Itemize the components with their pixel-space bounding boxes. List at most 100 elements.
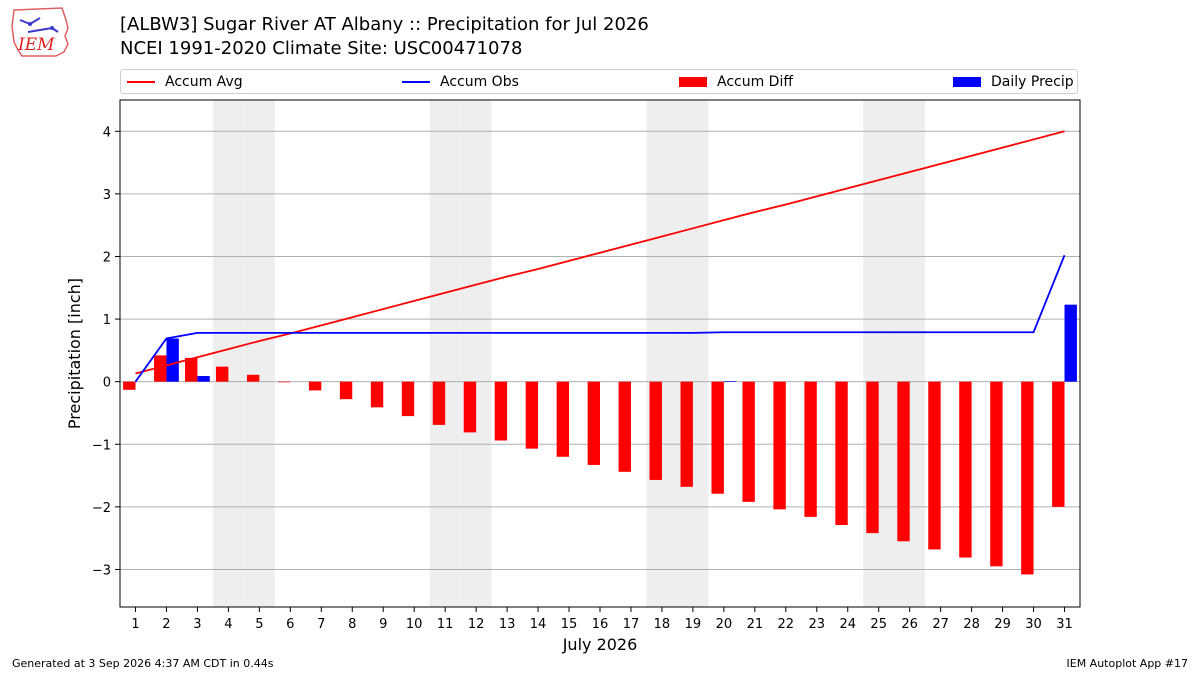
weekend-band <box>212 100 244 607</box>
x-tick-label: 11 <box>437 617 454 632</box>
x-tick-label: 15 <box>561 617 578 632</box>
accum-diff-bar <box>185 357 198 382</box>
legend-item-accum-diff: Accum Diff <box>679 73 793 91</box>
accum-diff-bar <box>587 381 600 465</box>
accum-diff-bar <box>990 381 1003 567</box>
iem-logo: IEM <box>11 7 69 57</box>
x-tick-label: 25 <box>870 617 887 632</box>
weekend-band <box>429 100 461 607</box>
legend-item-accum-avg: Accum Avg <box>127 73 243 91</box>
weekend-band <box>460 100 492 607</box>
chart-title: [ALBW3] Sugar River AT Albany :: Precipi… <box>120 13 649 61</box>
x-tick-label: 20 <box>716 617 733 632</box>
accum-diff-bar <box>1052 381 1065 507</box>
y-tick-label: −1 <box>92 438 111 453</box>
x-tick-label: 24 <box>839 617 856 632</box>
legend-label: Accum Obs <box>440 74 519 90</box>
legend-patch-red <box>679 77 707 87</box>
x-tick-label: 1 <box>131 617 139 632</box>
daily-precip-bar <box>723 381 737 382</box>
accum-diff-bar <box>835 381 848 526</box>
y-tick-label: 1 <box>103 313 111 328</box>
accum-diff-bar <box>339 381 353 400</box>
legend-line-blue <box>402 81 430 83</box>
footer-app: IEM Autoplot App #17 <box>1066 657 1189 670</box>
x-tick-label: 28 <box>963 617 980 632</box>
accum-diff-bar <box>525 381 539 449</box>
accum-diff-bar <box>928 381 941 550</box>
accum-diff-bar <box>432 381 446 425</box>
y-tick-label: 3 <box>103 188 111 203</box>
accum-diff-bar <box>463 381 477 433</box>
x-tick-label: 22 <box>778 617 795 632</box>
x-tick-label: 31 <box>1056 617 1073 632</box>
legend-label: Accum Diff <box>717 74 794 90</box>
legend-item-accum-obs: Accum Obs <box>402 73 519 91</box>
accum-obs-line <box>134 254 1066 383</box>
logo-text: IEM <box>17 35 55 55</box>
y-tick-label: 4 <box>103 125 111 140</box>
daily-precip-bar <box>166 338 179 382</box>
legend-item-daily-precip: Daily Precip <box>953 73 1074 91</box>
accum-diff-bar <box>123 381 136 390</box>
weekend-shading <box>212 100 926 607</box>
accum-diff-bar <box>154 355 167 382</box>
accum-diff-bar <box>773 381 786 510</box>
accum-diff-bar <box>959 381 972 558</box>
accum-diff-bar <box>277 381 291 383</box>
accum-diff-bar <box>866 381 879 534</box>
x-tick-label: 29 <box>994 617 1011 632</box>
accum-diff-bar <box>401 381 415 417</box>
accum-diff-bar <box>246 374 260 382</box>
legend-label: Daily Precip <box>991 74 1074 90</box>
y-tick-label: 2 <box>103 250 111 265</box>
x-tick-label: 5 <box>255 617 263 632</box>
x-tick-label: 6 <box>286 617 294 632</box>
x-tick-label: 17 <box>623 617 640 632</box>
weekend-band <box>646 100 678 607</box>
x-tick-label: 7 <box>317 617 325 632</box>
accum-diff-bar <box>649 381 662 480</box>
x-tick-label: 10 <box>406 617 423 632</box>
x-tick-label: 26 <box>901 617 918 632</box>
y-axis-label: Precipitation [inch] <box>65 278 84 429</box>
lines <box>134 130 1066 383</box>
x-tick-label: 2 <box>162 617 170 632</box>
y-tick-label: −3 <box>92 563 111 578</box>
x-tick-label: 30 <box>1025 617 1042 632</box>
legend: Accum Avg Accum Obs Accum Diff Daily Pre… <box>120 69 1078 94</box>
x-tick-label: 23 <box>809 617 826 632</box>
bars <box>123 304 1077 575</box>
footer-generated: Generated at 3 Sep 2026 4:37 AM CDT in 0… <box>12 657 274 670</box>
accum-diff-bar <box>1021 381 1034 575</box>
x-tick-label: 13 <box>499 617 516 632</box>
accum-diff-bar <box>804 381 817 517</box>
x-tick-label: 8 <box>348 617 356 632</box>
accum-diff-bar <box>494 381 508 441</box>
accum-diff-bar <box>897 381 910 542</box>
accum-diff-bar <box>370 381 384 408</box>
y-tick-label: −2 <box>92 501 111 516</box>
x-axis-label: July 2026 <box>562 635 638 654</box>
legend-label: Accum Avg <box>165 74 243 90</box>
weekend-band <box>677 100 709 607</box>
x-tick-label: 18 <box>654 617 671 632</box>
x-tick-label: 27 <box>932 617 949 632</box>
legend-patch-blue <box>953 77 981 87</box>
y-tick-label: 0 <box>103 376 111 391</box>
title-line-1: [ALBW3] Sugar River AT Albany :: Precipi… <box>120 14 649 35</box>
x-tick-label: 9 <box>379 617 387 632</box>
accum-diff-bar <box>556 381 570 457</box>
x-tick-label: 4 <box>224 617 232 632</box>
accum-diff-bar <box>308 381 322 391</box>
accum-diff-bar <box>680 381 693 487</box>
x-tick-label: 19 <box>685 617 702 632</box>
accum-diff-bar <box>742 381 755 502</box>
title-line-2: NCEI 1991-2020 Climate Site: USC00471078 <box>120 38 523 59</box>
weekend-band <box>243 100 275 607</box>
x-tick-label: 21 <box>747 617 764 632</box>
legend-line-red <box>127 81 155 83</box>
x-tick-label: 12 <box>468 617 485 632</box>
